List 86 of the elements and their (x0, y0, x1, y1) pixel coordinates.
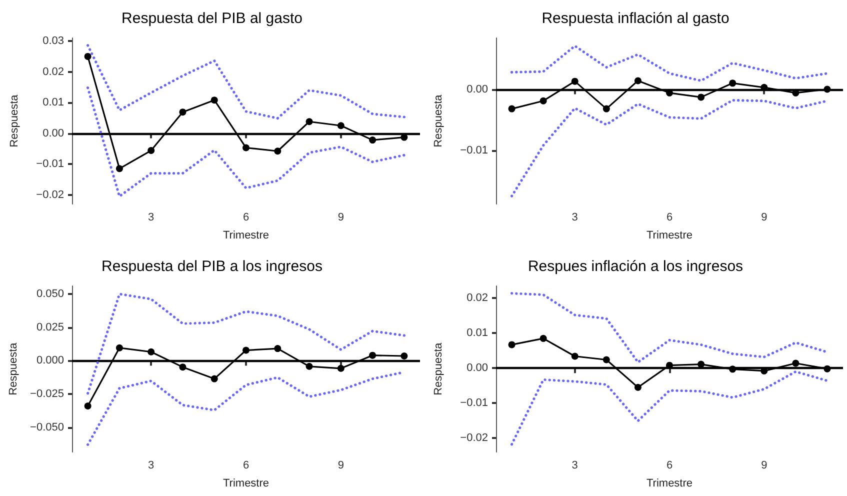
chart-title: Respuesta inflación al gasto (542, 10, 730, 27)
y-tick-label: 0.01 (42, 96, 64, 109)
point (116, 165, 123, 172)
y-axis-title: Respuesta (8, 342, 20, 396)
x-axis-title: Trimestre (646, 230, 693, 242)
point (116, 344, 123, 352)
y-axis-title: Respuesta (8, 94, 20, 148)
point (602, 356, 610, 364)
x-tick-label: 3 (572, 460, 578, 472)
point (337, 364, 344, 372)
y-tick-label: 0.00 (466, 83, 488, 96)
chart-title: Respuesta del PIB al gasto (122, 10, 302, 27)
point (306, 118, 313, 126)
x-tick-label: 6 (666, 460, 673, 472)
point (792, 360, 800, 367)
point (571, 352, 578, 360)
line-series (510, 370, 829, 446)
point (729, 80, 736, 87)
point (179, 108, 186, 116)
point (84, 52, 92, 60)
y-tick-label: −0.01 (460, 144, 488, 156)
point (337, 122, 344, 130)
point (571, 78, 578, 85)
point (369, 352, 376, 359)
point (634, 77, 642, 84)
y-tick-label: −0.02 (36, 188, 64, 201)
line-series (510, 292, 829, 364)
point (698, 360, 705, 368)
x-axis-title: Trimestre (646, 478, 693, 490)
y-tick-label: −0.02 (460, 432, 488, 444)
chart-title: Respues inflación a los ingresos (528, 258, 744, 275)
y-tick-label: −0.050 (30, 421, 64, 434)
line-series (86, 44, 406, 120)
point (824, 86, 831, 93)
y-tick-label: 0.025 (36, 321, 64, 334)
point (210, 375, 218, 382)
x-tick-label: 3 (572, 212, 578, 224)
point (602, 105, 610, 112)
y-tick-label: 0.000 (36, 354, 64, 367)
x-tick-label: 9 (338, 460, 344, 472)
x-axis-title: Trimestre (222, 230, 270, 242)
point (540, 97, 547, 104)
x-tick-label: 6 (242, 460, 250, 472)
y-tick-label: 0.050 (36, 288, 64, 300)
point (369, 136, 376, 144)
y-tick-label: −0.01 (36, 158, 64, 170)
x-tick-label: 9 (338, 212, 344, 224)
point (729, 366, 736, 373)
point (540, 334, 547, 342)
y-tick-label: 0.00 (42, 127, 64, 140)
point (242, 346, 250, 354)
point (179, 364, 186, 371)
line-series (86, 86, 406, 198)
point (698, 94, 705, 101)
point (274, 345, 282, 352)
y-tick-label: 0.02 (42, 66, 64, 78)
y-axis-title: Respuesta (432, 94, 444, 148)
y-axis-title: Respuesta (432, 342, 444, 396)
point (508, 341, 516, 348)
point (148, 348, 155, 356)
point (84, 402, 92, 410)
chart-title: Respuesta del PIB a los ingresos (102, 258, 322, 275)
x-tick-label: 3 (148, 460, 154, 472)
point (274, 148, 282, 155)
x-tick-label: 6 (242, 212, 250, 224)
y-tick-label: 0.00 (466, 362, 488, 374)
line-series (86, 292, 406, 395)
x-tick-label: 9 (761, 460, 768, 472)
y-tick-label: 0.02 (466, 292, 488, 304)
point (242, 144, 250, 152)
x-tick-label: 6 (666, 212, 673, 224)
point (148, 147, 155, 154)
point (400, 352, 408, 360)
point (210, 96, 218, 104)
y-tick-label: −0.01 (460, 397, 488, 410)
x-tick-label: 3 (148, 212, 154, 224)
point (824, 365, 831, 372)
y-tick-label: −0.025 (30, 388, 64, 400)
x-axis-title: Trimestre (222, 478, 270, 490)
y-tick-label: 0.03 (42, 35, 64, 48)
point (634, 384, 642, 391)
line-series (510, 44, 829, 82)
point (306, 362, 313, 370)
y-tick-label: 0.01 (466, 327, 488, 340)
point (508, 105, 516, 112)
x-tick-label: 9 (761, 212, 768, 224)
